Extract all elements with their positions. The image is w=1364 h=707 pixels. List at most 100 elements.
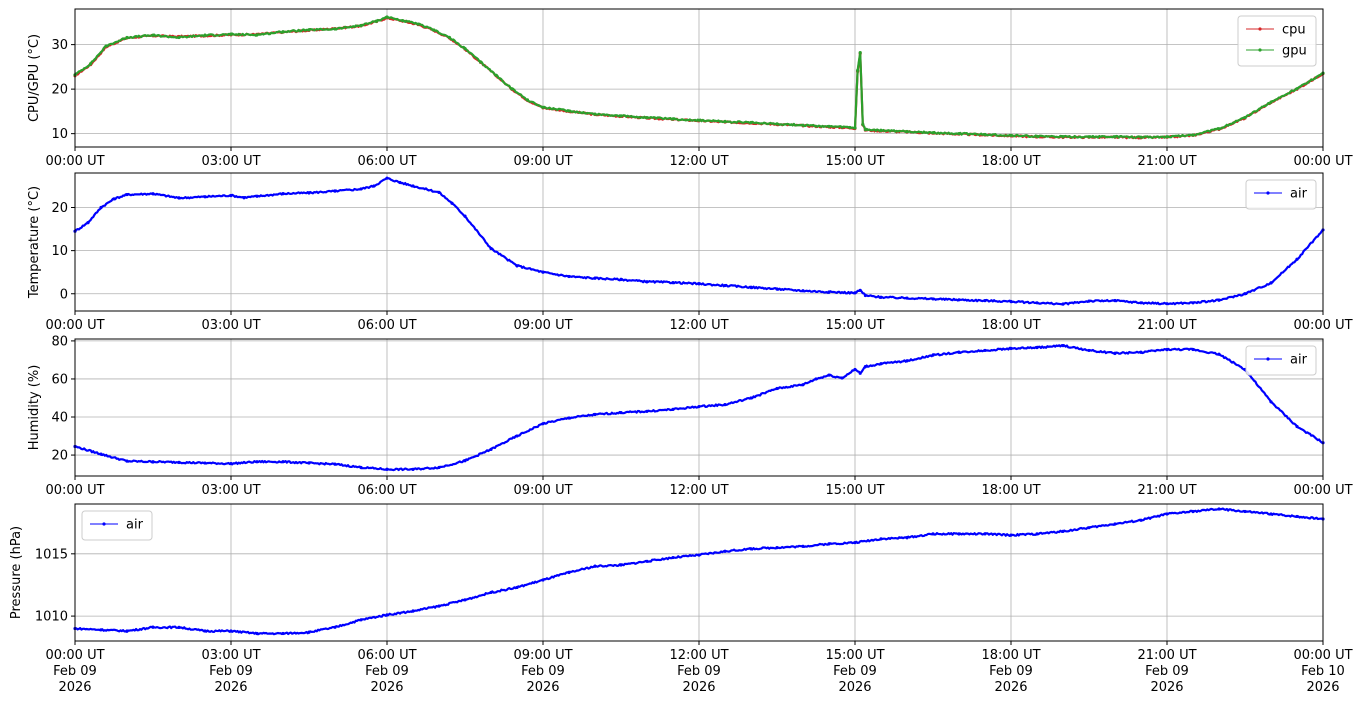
legend-marker-air <box>102 522 106 526</box>
data-point-air <box>1217 298 1221 302</box>
data-point-air <box>177 196 181 200</box>
data-point-air <box>697 282 701 286</box>
y-tick-label: 1015 <box>35 547 68 562</box>
data-point-air <box>697 404 701 409</box>
data-point-air <box>229 629 233 633</box>
data-point-gpu <box>905 129 909 134</box>
data-point-gpu <box>333 27 337 31</box>
data-point-air <box>437 465 441 470</box>
x-tick-label: 2026 <box>838 680 871 695</box>
data-point-air <box>385 467 389 471</box>
panel-1: 00:00 UT 03:00 UT 06:00 UT 09:00 UT 12:00 UT… <box>27 8 1353 169</box>
data-point-air <box>1035 345 1039 350</box>
data-point-air <box>1087 526 1091 530</box>
data-point-air <box>983 348 987 353</box>
legend-marker-cpu <box>1258 27 1262 31</box>
data-point-air <box>645 559 649 563</box>
data-point-air <box>1191 347 1195 352</box>
legend-label-air: air <box>1290 353 1308 368</box>
data-point-air <box>437 604 441 608</box>
data-point-gpu <box>1217 127 1221 131</box>
x-tick-label: 06:00 UT <box>357 318 416 333</box>
data-point-air <box>437 190 441 195</box>
legend-marker-air <box>1266 191 1270 195</box>
x-tick-label: Feb 09 <box>1145 664 1189 679</box>
x-tick-label: 09:00 UT <box>513 483 572 498</box>
data-point-gpu <box>957 132 961 136</box>
data-point-gpu <box>463 47 467 51</box>
data-point-gpu <box>416 22 420 26</box>
data-point-air <box>619 277 623 282</box>
x-tick-label: 03:00 UT <box>201 648 260 663</box>
data-point-air <box>645 280 649 284</box>
data-point-air <box>1191 509 1195 514</box>
data-point-air <box>858 288 862 292</box>
data-point-air <box>775 386 779 391</box>
data-point-air <box>853 367 857 372</box>
x-tick-label: 06:00 UT <box>357 154 416 169</box>
data-point-gpu <box>593 112 597 116</box>
x-tick-label: Feb 09 <box>365 664 409 679</box>
data-point-air <box>853 541 857 545</box>
data-point-air <box>1139 350 1143 354</box>
y-tick-label: 10 <box>51 127 68 142</box>
data-point-air <box>1035 532 1039 536</box>
y-axis-label: Humidity (%) <box>27 365 42 451</box>
data-point-air <box>827 542 831 546</box>
data-point-air <box>398 180 402 185</box>
data-point-gpu <box>697 118 701 122</box>
data-point-air <box>723 403 727 407</box>
y-axis-label: Pressure (hPa) <box>9 526 24 619</box>
data-point-air <box>863 293 868 298</box>
data-point-air <box>1295 424 1299 429</box>
x-tick-label: 09:00 UT <box>513 318 572 333</box>
x-tick-label: 00:00 UT <box>45 154 104 169</box>
data-point-gpu <box>89 62 93 66</box>
legend-label-gpu: gpu <box>1282 44 1307 59</box>
x-tick-label: 00:00 UT <box>45 648 104 663</box>
data-point-gpu <box>1061 135 1065 139</box>
data-point-air <box>255 460 259 464</box>
data-point-air <box>385 176 389 180</box>
legend-box <box>1245 345 1317 376</box>
data-point-gpu <box>879 128 883 133</box>
data-point-air <box>229 462 233 466</box>
data-point-air <box>1295 257 1299 261</box>
data-point-gpu <box>1165 135 1169 139</box>
data-point-air <box>385 613 389 617</box>
data-point-gpu <box>125 35 129 40</box>
x-tick-label: 15:00 UT <box>825 318 884 333</box>
data-point-air <box>112 197 116 201</box>
data-point-air <box>723 283 727 288</box>
data-point-gpu <box>931 131 935 135</box>
x-tick-label: 06:00 UT <box>357 483 416 498</box>
data-point-air <box>541 422 545 426</box>
data-point-air <box>1139 518 1143 522</box>
data-point-air <box>619 411 623 415</box>
data-point-gpu <box>983 132 987 137</box>
legend: cpu gpu <box>1237 15 1317 67</box>
data-point-air <box>775 545 779 550</box>
data-point-air <box>879 362 883 366</box>
data-point-air <box>1217 352 1221 356</box>
data-point-air <box>99 452 103 456</box>
data-point-gpu <box>479 60 483 64</box>
legend-label-cpu: cpu <box>1282 23 1306 38</box>
x-tick-label: 06:00 UT <box>357 648 416 663</box>
data-point-gpu <box>541 105 545 109</box>
data-point-air <box>151 192 155 196</box>
data-point-gpu <box>1191 133 1195 137</box>
legend: air <box>1245 345 1317 376</box>
legend-marker-air <box>1266 357 1270 361</box>
data-point-air <box>593 412 597 417</box>
x-tick-label: 12:00 UT <box>669 154 728 169</box>
data-point-air <box>99 205 103 210</box>
x-tick-label: 2026 <box>370 680 403 695</box>
data-point-air <box>359 465 363 470</box>
data-point-air <box>229 193 233 198</box>
data-point-air <box>450 201 454 205</box>
x-tick-label: 21:00 UT <box>1137 154 1196 169</box>
data-point-gpu <box>1009 133 1013 138</box>
x-tick-label: 12:00 UT <box>669 483 728 498</box>
